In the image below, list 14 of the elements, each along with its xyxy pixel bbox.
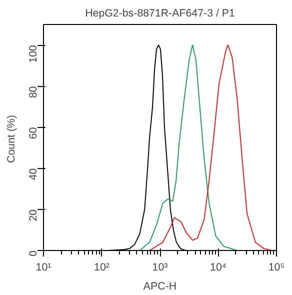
y-tick-label: 20 bbox=[28, 209, 40, 222]
y-axis-title: Count (%) bbox=[6, 114, 18, 163]
x-axis-title: APC-H bbox=[143, 280, 177, 292]
x-tick-label: 10⁵ bbox=[268, 262, 285, 274]
x-tick-label: 10¹ bbox=[36, 262, 52, 274]
y-tick-label: 80 bbox=[28, 86, 40, 98]
chart-title: HepG2-bs-8871R-AF647-3 / P1 bbox=[85, 8, 235, 20]
y-tick-label: 100 bbox=[28, 44, 40, 63]
x-tick-label: 10⁴ bbox=[210, 262, 227, 274]
y-tick-label: 60 bbox=[28, 127, 40, 140]
y-tick-label: 40 bbox=[28, 168, 40, 180]
y-tick-label: 0 bbox=[28, 250, 40, 256]
x-tick-label: 10³ bbox=[152, 262, 168, 274]
x-tick-label: 10² bbox=[94, 262, 110, 274]
